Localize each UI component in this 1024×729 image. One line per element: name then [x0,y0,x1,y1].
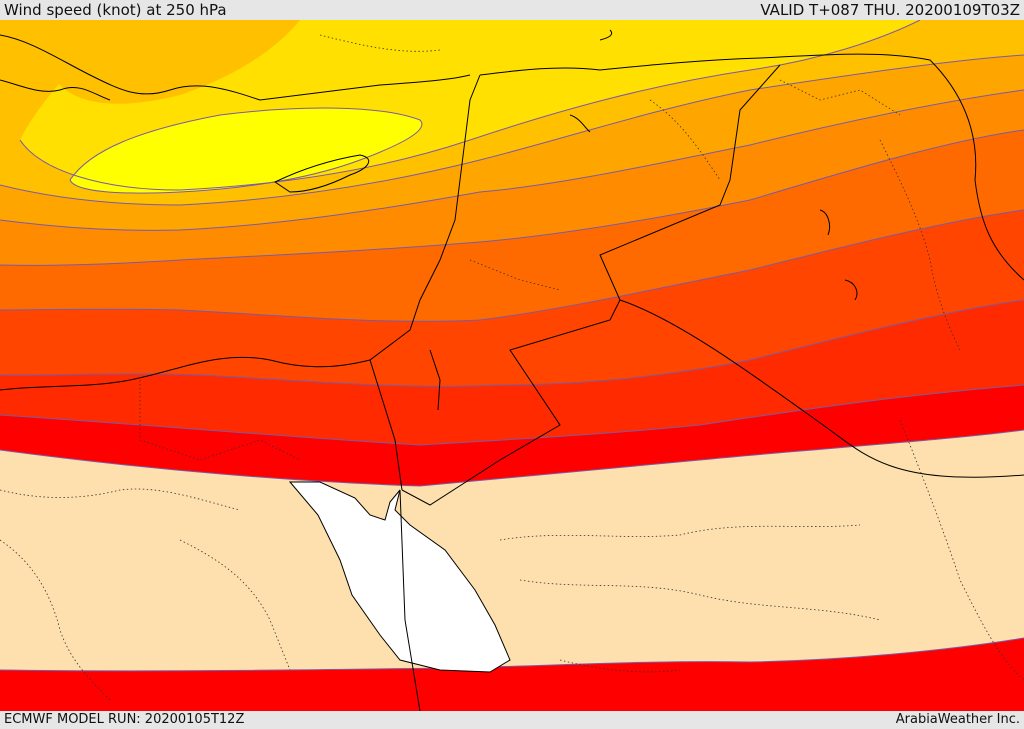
valid-time: VALID T+087 THU. 20200109T03Z [760,1,1020,19]
wind-speed-map [0,20,1024,711]
band-yellow-bright [70,108,422,194]
map-title: Wind speed (knot) at 250 hPa [4,1,227,19]
southern-jet-edge [0,637,1024,672]
map-header: Wind speed (knot) at 250 hPa VALID T+087… [0,0,1024,20]
model-run: ECMWF MODEL RUN: 20200105T12Z [4,712,245,727]
contour-lines [0,20,1024,487]
band-gold-inner [20,20,300,104]
coastlines [0,29,1024,391]
southern-jet-band [0,638,1024,711]
credit: ArabiaWeather Inc. [895,712,1020,727]
political-borders [369,64,1024,711]
internal-boundaries [0,34,1024,701]
red-sea [288,481,511,673]
map-footer: ECMWF MODEL RUN: 20200105T12Z ArabiaWeat… [0,711,1024,729]
